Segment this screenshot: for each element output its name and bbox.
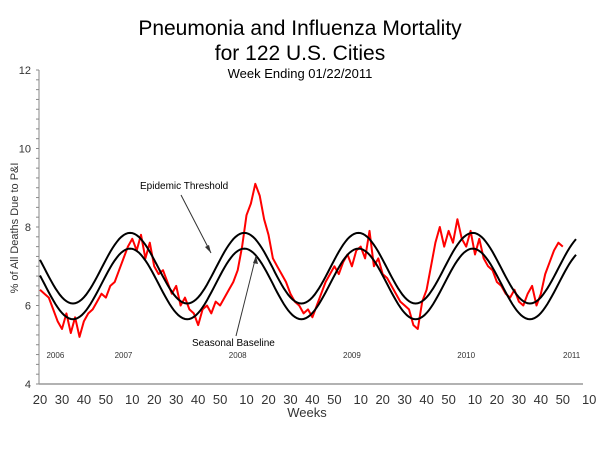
- x-tick-label: 30: [283, 392, 297, 407]
- x-tick-label: 20: [261, 392, 275, 407]
- x-tick-label: 40: [419, 392, 433, 407]
- year-label: 2011: [563, 351, 581, 360]
- x-tick-label: 10: [353, 392, 367, 407]
- x-tick-label: 10: [125, 392, 139, 407]
- year-label: 2010: [457, 351, 475, 360]
- arrowhead-icon: [253, 256, 258, 264]
- x-tick-label: 50: [556, 392, 570, 407]
- x-tick-label: 30: [512, 392, 526, 407]
- x-tick-label: 20: [490, 392, 504, 407]
- x-tick-label: 50: [213, 392, 227, 407]
- chart-week-ending: Week Ending 01/22/2011: [227, 66, 373, 81]
- y-tick-label: 8: [25, 222, 31, 234]
- x-axis: 20 30 40 50 10 20 30 40 50 10 20 30 40 50 10 20 30 40 50 10…: [33, 351, 597, 407]
- year-label: 2006: [46, 351, 64, 360]
- x-tick-label: 40: [77, 392, 91, 407]
- x-tick-label: 40: [534, 392, 548, 407]
- annotation-arrow: [235, 255, 257, 337]
- x-tick-label: 10: [239, 392, 253, 407]
- y-tick-label: 12: [19, 65, 31, 77]
- year-label: 2008: [229, 351, 247, 360]
- x-tick-label: 20: [33, 392, 47, 407]
- x-tick-label: 50: [441, 392, 455, 407]
- x-tick-label: 20: [375, 392, 389, 407]
- chart-subtitle: for 122 U.S. Cities: [214, 42, 386, 65]
- y-tick-label: 10: [19, 144, 31, 156]
- y-axis: 4 6 8 10 12: [19, 65, 40, 391]
- annotation-epidemic-threshold: Epidemic Threshold: [140, 181, 228, 192]
- plot-lines: [39, 182, 577, 338]
- x-tick-label: 30: [169, 392, 183, 407]
- x-tick-label: 30: [397, 392, 411, 407]
- seasonal-baseline-line: [39, 247, 577, 321]
- arrowhead-icon: [205, 245, 211, 253]
- epidemic-threshold-line: [39, 231, 577, 305]
- x-axis-label: Weeks: [287, 405, 327, 420]
- annotation-arrow: [180, 194, 212, 254]
- x-tick-label: 20: [147, 392, 161, 407]
- x-tick-label: 40: [305, 392, 319, 407]
- x-tick-label: 50: [327, 392, 341, 407]
- y-tick-label: 6: [25, 301, 31, 313]
- annotations: Epidemic Threshold Seasonal Baseline: [140, 181, 275, 349]
- annotation-seasonal-baseline: Seasonal Baseline: [192, 338, 275, 349]
- observed-line: [39, 182, 564, 338]
- y-axis-label: % of All Deaths Due to P&I: [9, 163, 21, 294]
- year-label: 2007: [115, 351, 133, 360]
- x-tick-label: 10: [582, 392, 596, 407]
- x-tick-label: 30: [55, 392, 69, 407]
- chart-title: Pneumonia and Influenza Mortality: [138, 17, 462, 40]
- y-tick-label: 4: [25, 379, 31, 391]
- x-tick-label: 10: [468, 392, 482, 407]
- year-label: 2009: [343, 351, 361, 360]
- x-tick-label: 50: [99, 392, 113, 407]
- x-tick-label: 40: [191, 392, 205, 407]
